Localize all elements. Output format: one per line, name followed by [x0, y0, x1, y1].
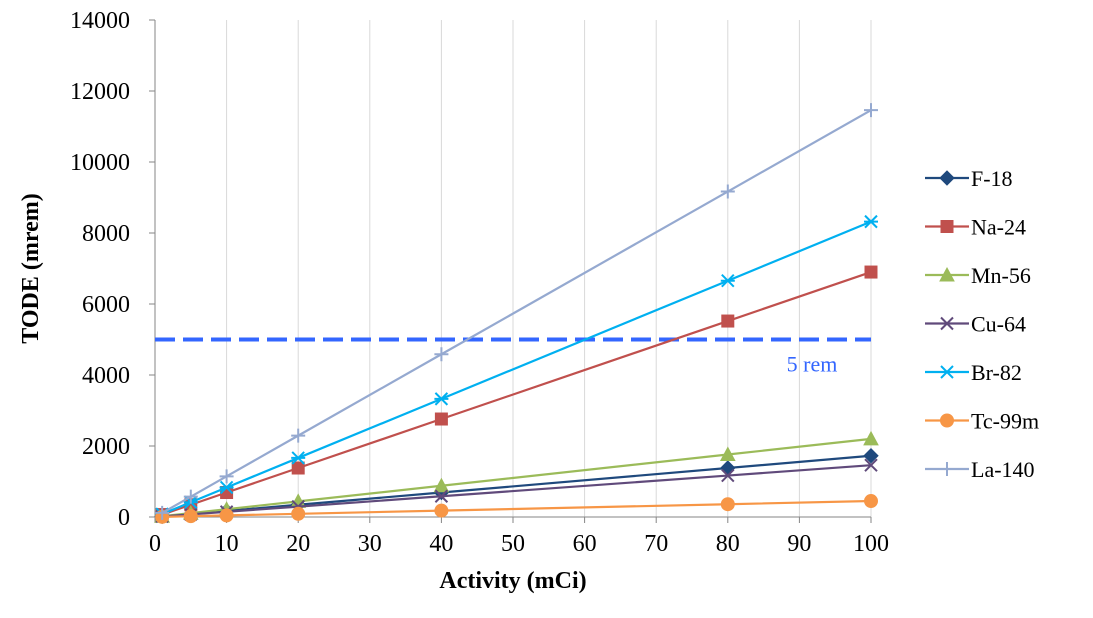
- data-point-br-82: [219, 480, 234, 495]
- legend-label-na-24: Na-24: [971, 215, 1026, 240]
- x-tick-label: 10: [215, 531, 239, 557]
- legend-marker-la-140: [940, 462, 954, 476]
- data-point-la-140: [183, 489, 198, 504]
- data-point-la-140: [291, 428, 306, 443]
- x-tick-label: 40: [429, 531, 453, 557]
- legend-item-f-18: F-18: [925, 166, 1013, 191]
- legend-item-la-140: La-140: [925, 457, 1035, 482]
- series-group: [154, 103, 879, 525]
- legend: F-18 Na-24 Mn-56 Cu-64 Br-82 Tc-99m La-140: [925, 166, 1039, 482]
- axes: [149, 19, 872, 523]
- series-line-br-82: [161, 220, 872, 516]
- data-point-cu-64: [434, 489, 449, 503]
- reference-line-group: 5 rem: [155, 337, 871, 377]
- x-tick-label: 70: [644, 531, 668, 557]
- series-cu-64: [155, 458, 878, 524]
- data-point-tc-99m: [219, 508, 234, 523]
- data-point-br-82: [720, 274, 735, 288]
- data-point-tc-99m: [864, 494, 878, 509]
- data-point-cu-64: [721, 468, 735, 483]
- data-point-br-82: [291, 451, 306, 465]
- x-tick-label: 20: [286, 531, 310, 557]
- legend-label-cu-64: Cu-64: [971, 312, 1026, 337]
- y-tick-label: 12000: [70, 79, 130, 105]
- legend-label-f-18: F-18: [971, 166, 1013, 191]
- data-point-br-82: [864, 214, 878, 229]
- data-point-la-140: [720, 184, 735, 199]
- data-point-f-18: [720, 460, 736, 476]
- data-point-cu-64: [864, 458, 878, 472]
- x-tick-label: 100: [853, 531, 889, 557]
- legend-marker-tc-99m: [940, 413, 954, 428]
- legend-item-tc-99m: Tc-99m: [925, 409, 1039, 434]
- data-point-na-24: [291, 461, 305, 475]
- data-point-na-24: [434, 412, 448, 426]
- data-point-br-82: [434, 392, 449, 406]
- y-axis-title: TODE (mrem): [18, 193, 44, 343]
- legend-label-tc-99m: Tc-99m: [971, 409, 1039, 434]
- series-na-24: [155, 265, 878, 522]
- x-tick-label: 80: [716, 531, 740, 557]
- legend-marker-cu-64: [940, 316, 954, 331]
- x-tick-label: 50: [501, 531, 525, 557]
- data-point-la-140: [219, 469, 234, 484]
- legend-label-br-82: Br-82: [971, 360, 1022, 385]
- y-tick-label: 6000: [82, 292, 130, 318]
- data-point-tc-99m: [291, 506, 306, 521]
- x-tick-label: 0: [149, 531, 161, 557]
- y-tick-label: 8000: [82, 221, 130, 247]
- data-point-tc-99m: [183, 509, 198, 524]
- x-tick-label: 30: [358, 531, 382, 557]
- series-br-82: [155, 214, 878, 521]
- series-f-18: [154, 448, 879, 525]
- legend-label-mn-56: Mn-56: [971, 263, 1031, 288]
- data-point-mn-56: [719, 446, 736, 462]
- data-point-tc-99m: [434, 503, 449, 518]
- legend-item-br-82: Br-82: [925, 360, 1022, 385]
- data-point-mn-56: [863, 430, 879, 446]
- y-tick-label: 0: [118, 505, 130, 531]
- data-point-la-140: [864, 103, 878, 118]
- series-line-la-140: [161, 109, 872, 514]
- y-tick-label: 14000: [70, 8, 130, 34]
- data-point-tc-99m: [720, 497, 735, 512]
- grid-lines: [226, 20, 872, 517]
- x-tick-label: 60: [573, 531, 597, 557]
- y-tick-label: 2000: [82, 434, 130, 460]
- legend-marker-br-82: [940, 365, 954, 379]
- y-tick-label: 4000: [82, 363, 130, 389]
- data-point-la-140: [434, 347, 449, 362]
- data-point-mn-56: [433, 477, 450, 493]
- legend-item-cu-64: Cu-64: [925, 312, 1026, 337]
- series-la-140: [155, 103, 878, 520]
- legend-marker-na-24: [940, 220, 954, 233]
- legend-item-na-24: Na-24: [925, 215, 1026, 240]
- x-tick-label: 90: [787, 531, 811, 557]
- tick-labels: 0 2000 4000 6000 8000 10000 12000 14000 0 10 20 30 4…: [70, 8, 889, 557]
- data-point-f-18: [863, 448, 879, 464]
- legend-marker-mn-56: [939, 266, 955, 282]
- series-line-f-18: [162, 454, 872, 518]
- data-point-la-140: [155, 505, 170, 520]
- legend-item-mn-56: Mn-56: [925, 263, 1031, 288]
- reference-line-label: 5 rem: [787, 352, 838, 377]
- data-point-na-24: [864, 265, 878, 279]
- y-tick-label: 10000: [70, 150, 130, 176]
- legend-marker-f-18: [939, 170, 955, 186]
- data-point-na-24: [721, 314, 735, 328]
- x-axis-title: Activity (mCi): [439, 568, 586, 594]
- legend-label-la-140: La-140: [971, 457, 1035, 482]
